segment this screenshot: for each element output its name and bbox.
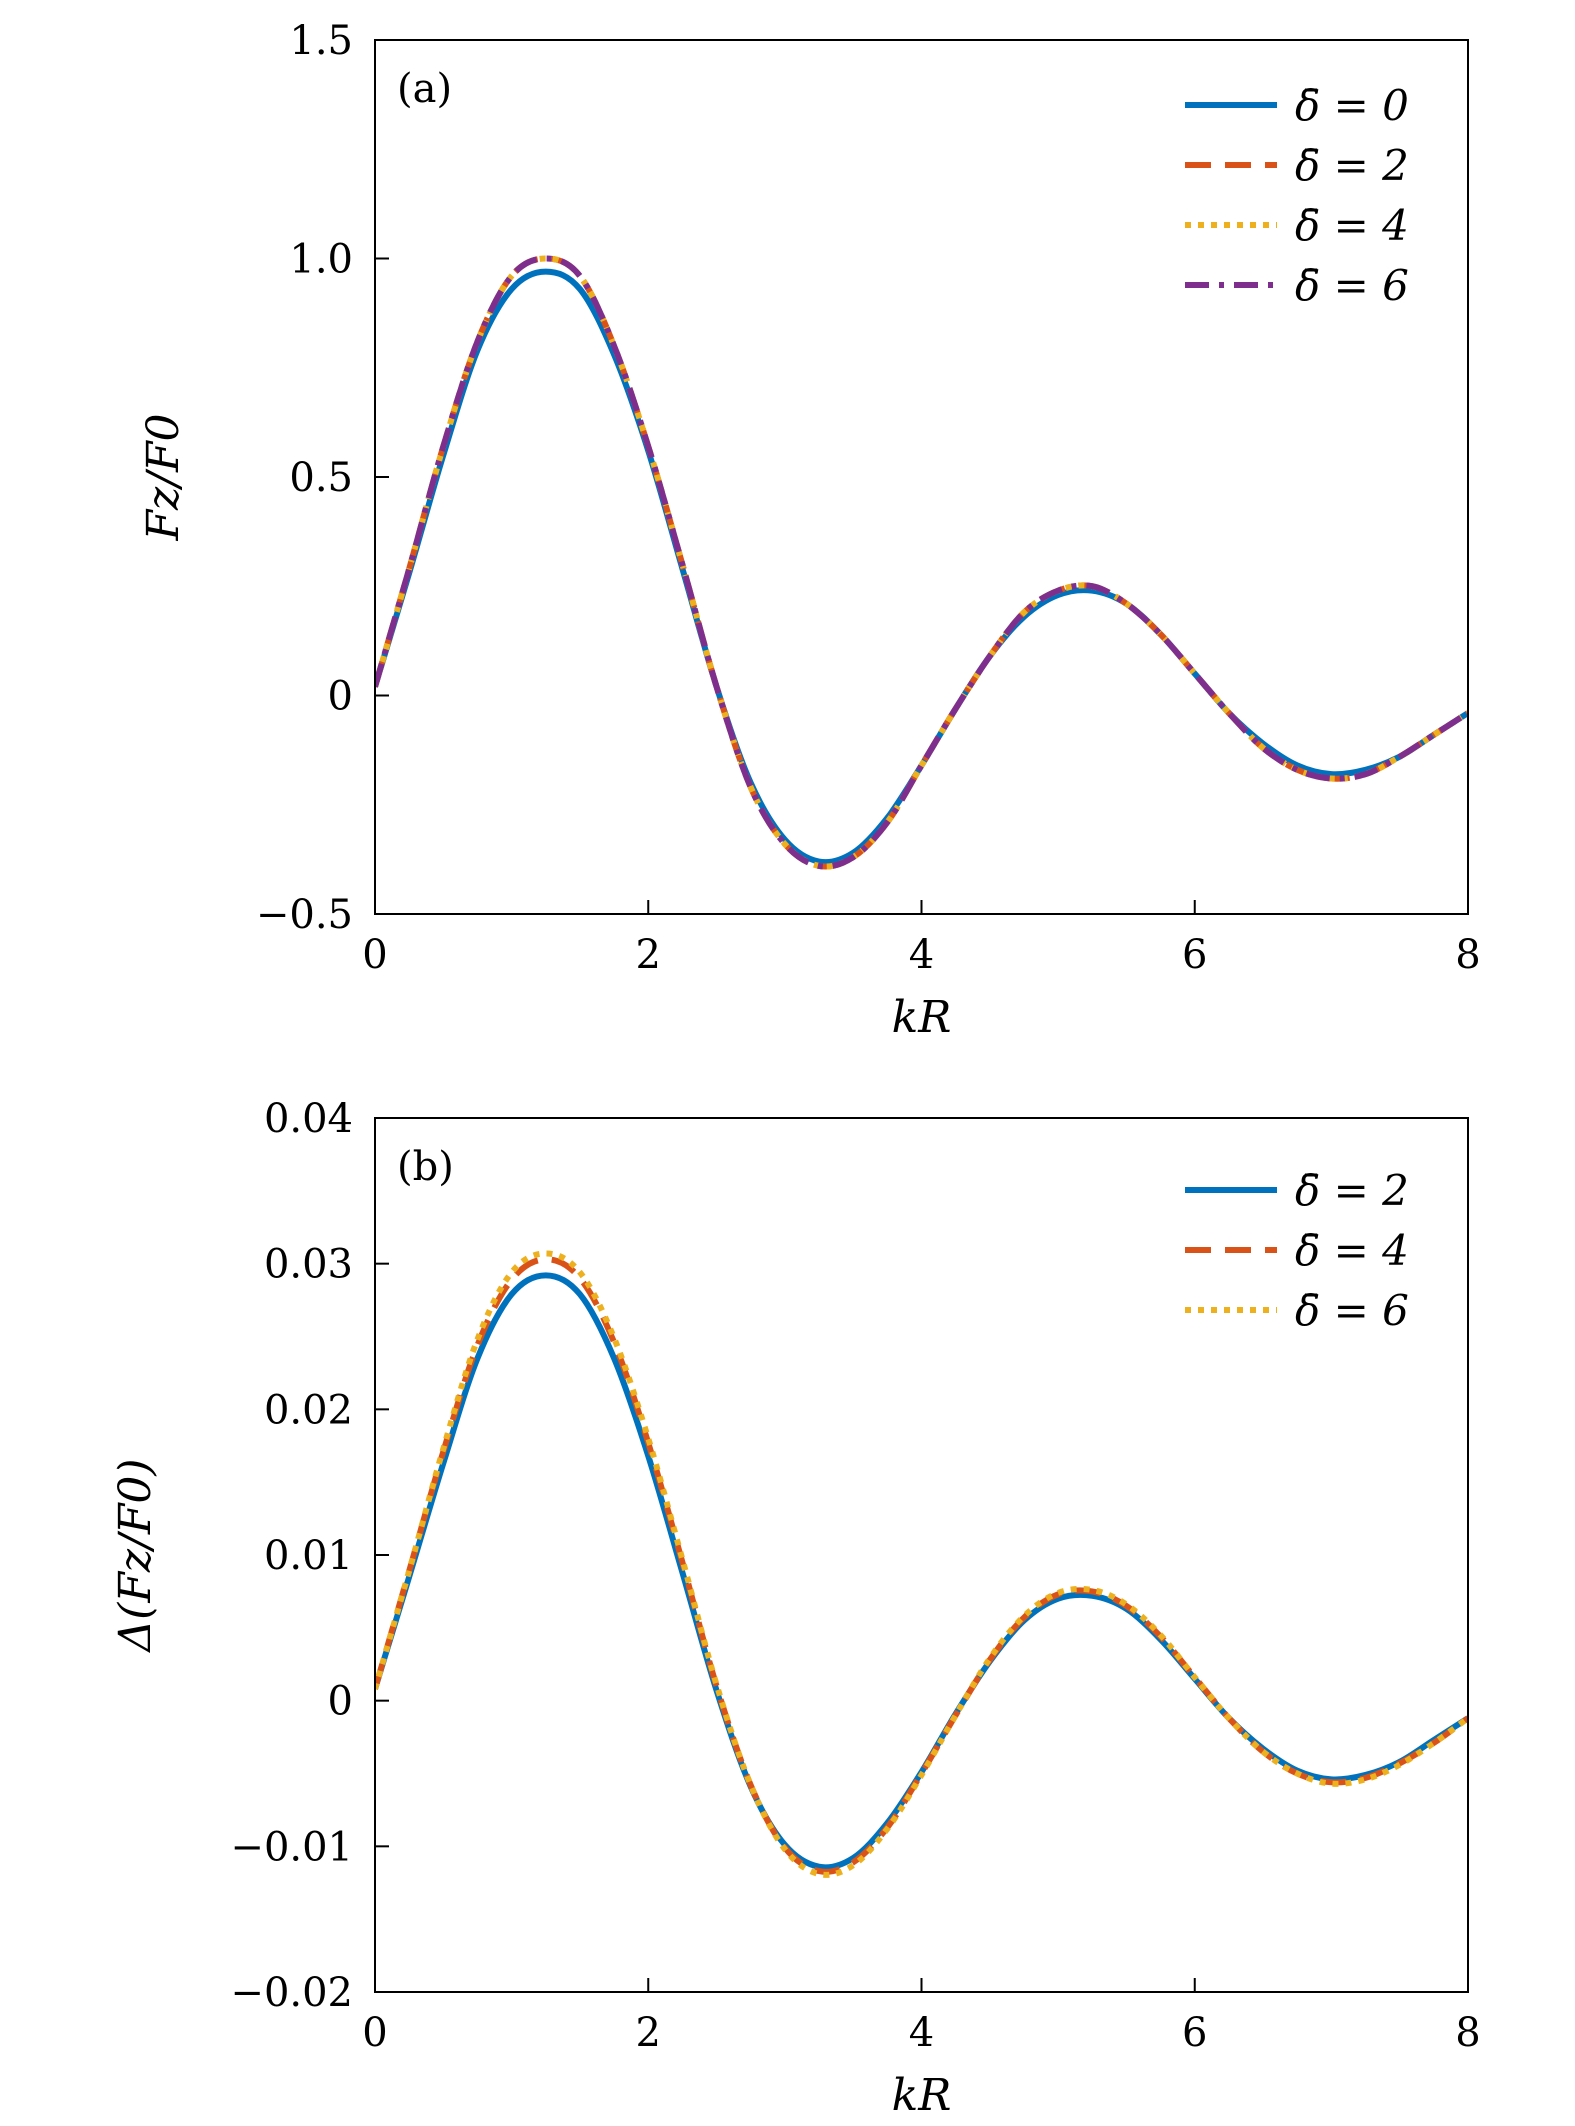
y-tick-label: 1.5: [289, 18, 353, 64]
x-tick-label: 2: [636, 2010, 661, 2056]
series-line-2: [375, 1256, 1468, 1875]
legend-label: δ̄ = 4: [1295, 201, 1409, 250]
y-axis-label: Fz/F0: [138, 413, 189, 541]
x-tick-label: 8: [1455, 2010, 1480, 2056]
y-tick-label: −0.5: [256, 892, 353, 938]
y-tick-label: 0: [328, 1679, 353, 1725]
y-tick-label: −0.02: [230, 1970, 353, 2016]
legend-label: δ̄ = 6: [1295, 261, 1409, 310]
y-tick-label: 0.5: [289, 455, 353, 501]
y-tick-label: 0.03: [264, 1242, 353, 1288]
x-tick-label: 4: [909, 932, 934, 978]
series-line-4: [375, 255, 1468, 870]
y-tick-label: 1.0: [289, 237, 353, 283]
legend-label: δ̄ = 0: [1295, 81, 1409, 130]
panel-label: (a): [397, 66, 452, 112]
x-tick-label: 6: [1182, 932, 1207, 978]
y-tick-label: −0.01: [230, 1824, 353, 1870]
chart-panel-b: 0 2 4 6 8 −0.02 −0.01 0 0.01 0.02 0.03 0.04 kR Δ(Fz/F…: [110, 1096, 1481, 2121]
y-tick-label: 0.02: [264, 1387, 353, 1433]
x-tick-label: 4: [909, 2010, 934, 2056]
x-axis-label: kR: [892, 2070, 952, 2121]
x-tick-label: 0: [362, 2010, 387, 2056]
legend-label: δ̄ = 2: [1295, 141, 1409, 190]
x-tick-label: 2: [636, 932, 661, 978]
x-tick-label: 8: [1455, 932, 1480, 978]
y-tick-label: 0: [328, 674, 353, 720]
series-line-3: [375, 1250, 1468, 1878]
x-tick-label: 6: [1182, 2010, 1207, 2056]
legend-label: δ̄ = 2: [1295, 1166, 1409, 1215]
legend-label: δ̄ = 4: [1295, 1226, 1409, 1275]
legend-label: δ̄ = 6: [1295, 1286, 1409, 1335]
panel-label: (b): [397, 1144, 454, 1190]
y-tick-label: 0.04: [264, 1096, 353, 1142]
y-tick-label: 0.01: [264, 1533, 353, 1579]
y-axis-label: Δ(Fz/F0): [110, 1458, 161, 1653]
series-line-3: [375, 255, 1468, 870]
x-axis-label: kR: [892, 992, 952, 1043]
x-tick-label: 0: [362, 932, 387, 978]
